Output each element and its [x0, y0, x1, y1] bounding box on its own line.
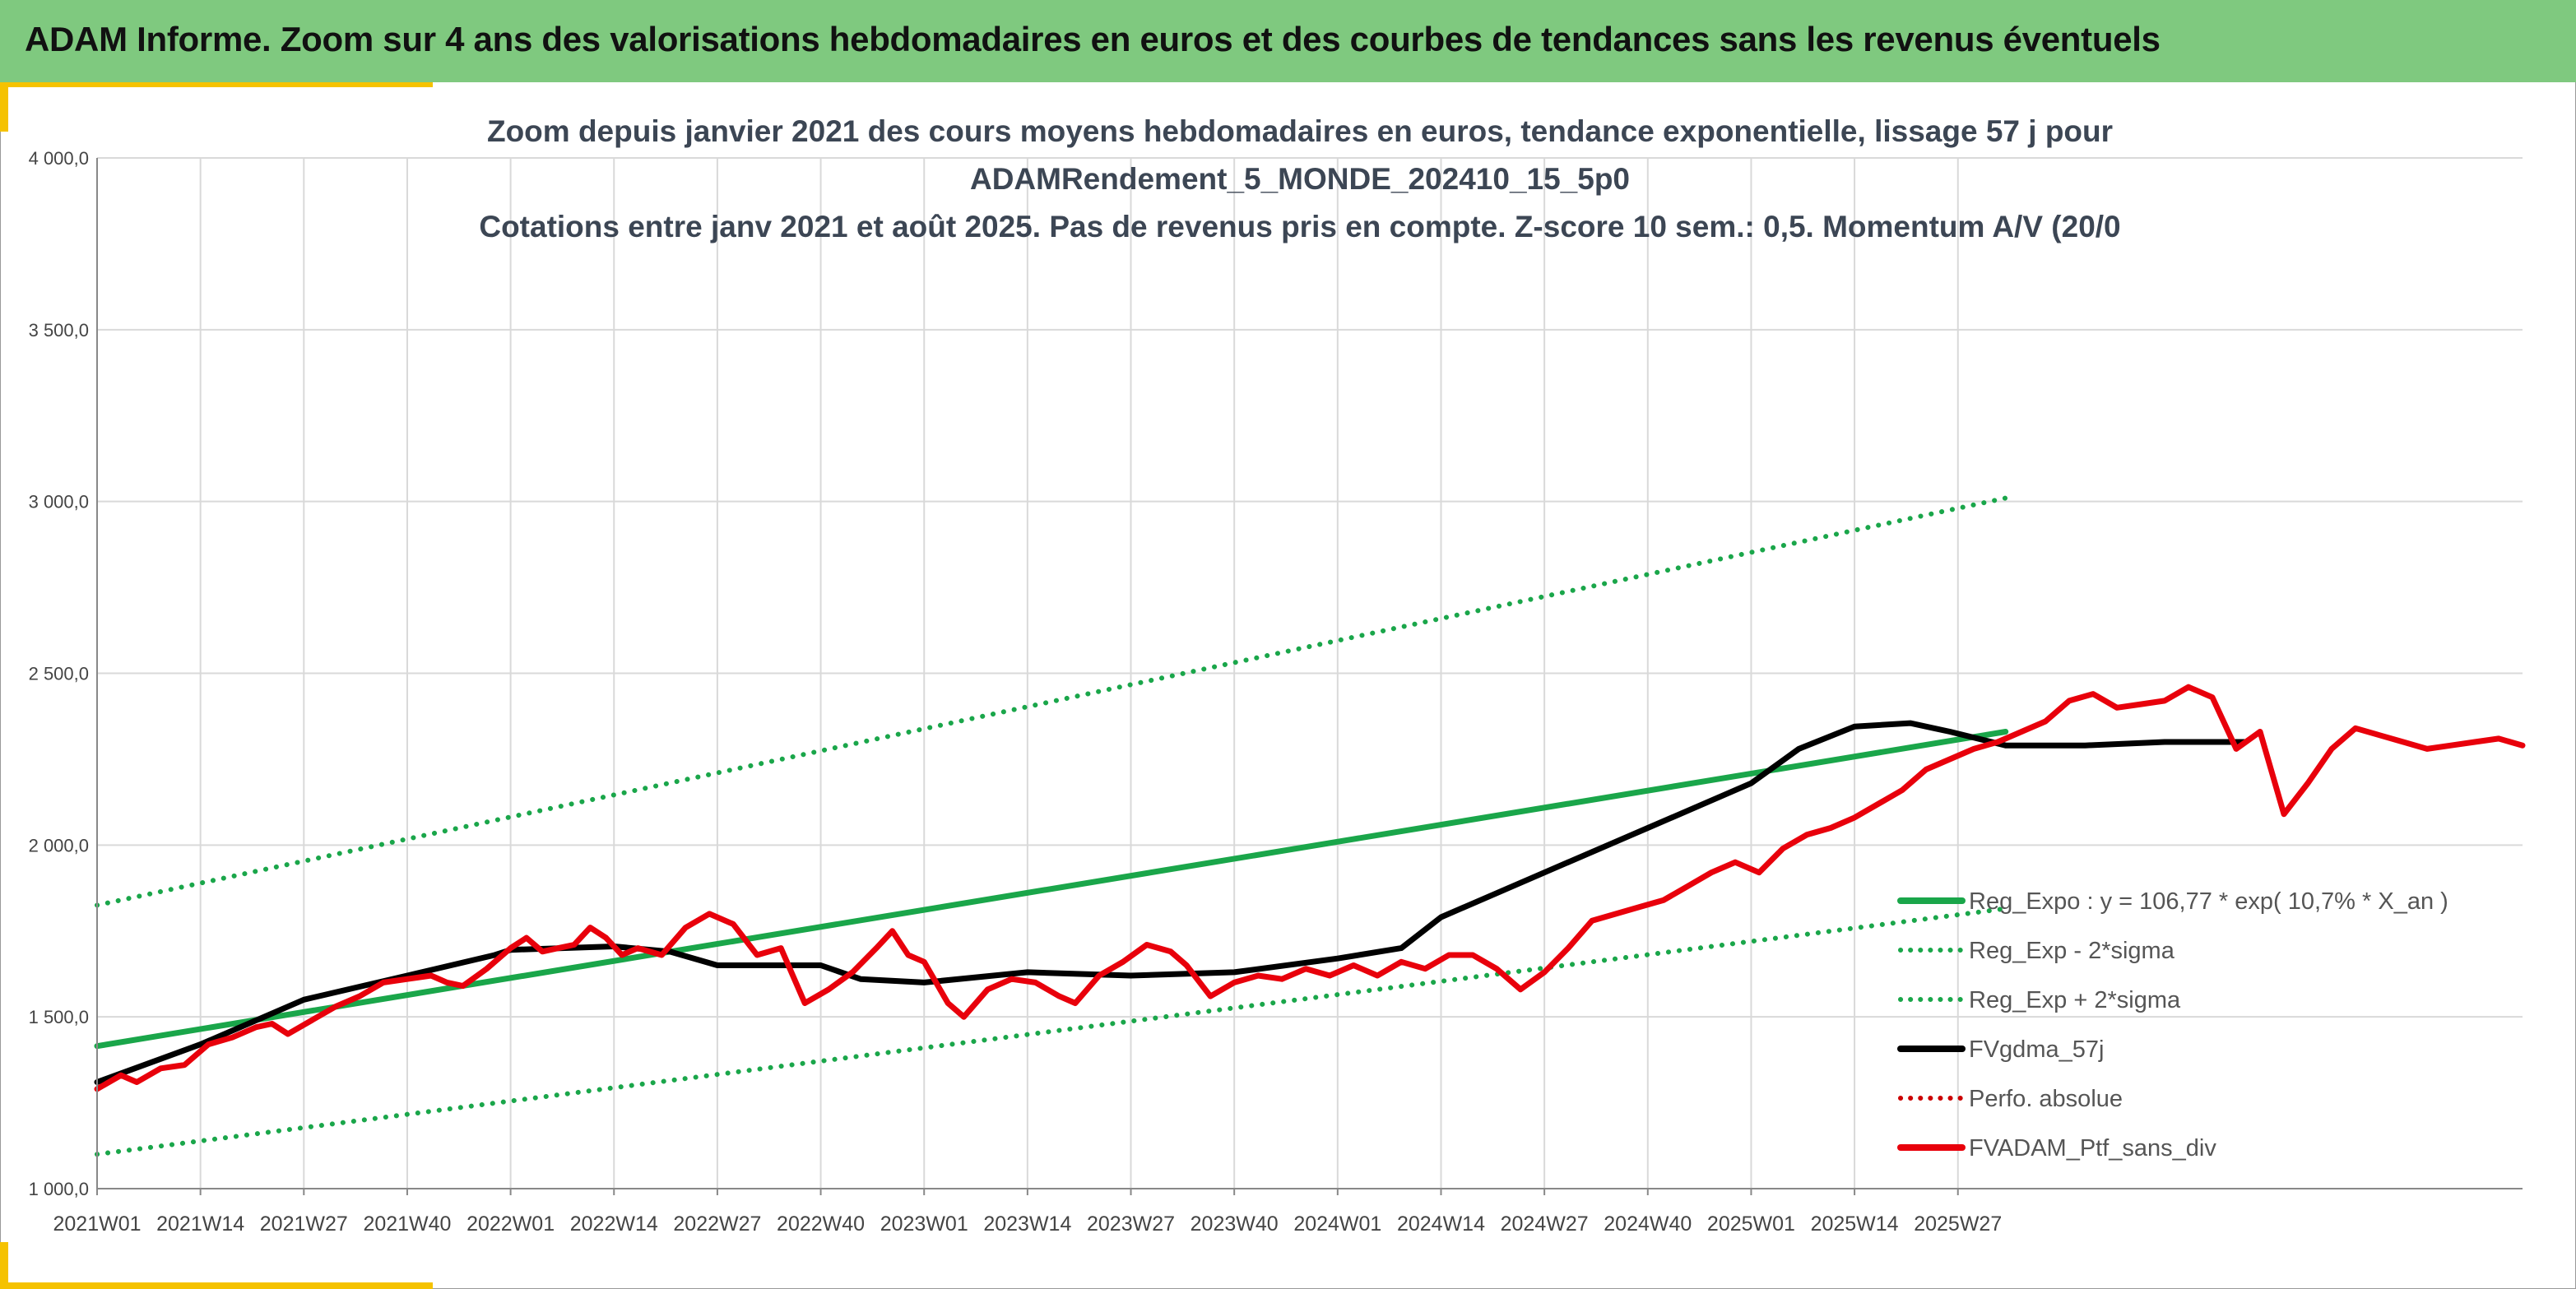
x-tick-label: 2022W27	[673, 1212, 761, 1236]
x-tick-label: 2022W01	[466, 1212, 555, 1236]
y-tick-label: 2 000,0	[29, 835, 89, 855]
x-tick-label: 2021W01	[53, 1212, 141, 1236]
x-tick-label: 2021W27	[260, 1212, 348, 1236]
chart-title-line: Cotations entre janv 2021 et août 2025. …	[479, 210, 2120, 243]
grid	[96, 157, 2523, 1189]
y-tick-label: 3 000,0	[29, 492, 89, 512]
x-tick-label: 2025W27	[1914, 1212, 2002, 1236]
x-tick-label: 2022W14	[570, 1212, 658, 1236]
y-tick-label: 3 500,0	[29, 320, 89, 341]
x-tick-label: 2023W40	[1191, 1212, 1279, 1236]
legend-label: Reg_Exp + 2*sigma	[1969, 987, 2181, 1013]
x-tick-label: 2024W14	[1397, 1212, 1485, 1236]
header-bar: ADAM Informe. Zoom sur 4 ans des valoris…	[0, 0, 2576, 82]
x-tick-label: 2021W40	[363, 1212, 451, 1236]
accent-bar-left-bottom	[0, 1242, 8, 1289]
plot-area	[94, 495, 2526, 1157]
legend-label: FVADAM_Ptf_sans_div	[1969, 1135, 2216, 1161]
accent-bar-bottom	[0, 1282, 433, 1289]
chart-title-line: Zoom depuis janvier 2021 des cours moyen…	[487, 114, 2113, 148]
x-tick-label: 2025W14	[1811, 1212, 1899, 1236]
y-tick-label: 4 000,0	[29, 148, 89, 169]
x-tick-label: 2024W01	[1293, 1212, 1381, 1236]
x-tick-label: 2024W40	[1604, 1212, 1692, 1236]
legend-label: Reg_Exp - 2*sigma	[1969, 938, 2175, 964]
y-tick-label: 1 000,0	[29, 1179, 89, 1199]
header-title: ADAM Informe. Zoom sur 4 ans des valoris…	[25, 20, 2161, 58]
x-tick-label: 2024W27	[1501, 1212, 1589, 1236]
series-line-5	[94, 684, 2526, 1092]
chart-title: Zoom depuis janvier 2021 des cours moyen…	[479, 114, 2120, 243]
legend: Reg_Expo : y = 106,77 * exp( 10,7% * X_a…	[1897, 888, 2448, 1161]
series-line-1	[95, 906, 2008, 1157]
x-tick-label: 2023W01	[880, 1212, 968, 1236]
axes: 1 000,0 1 500,0 2 000,0 2 500,0 3 000,0 3 500…	[29, 148, 2523, 1236]
series-line-0	[94, 729, 2009, 1050]
legend-label: FVgdma_57j	[1969, 1036, 2104, 1063]
legend-label: Perfo. absolue	[1969, 1086, 2123, 1112]
x-tick-label: 2022W40	[777, 1212, 865, 1236]
y-tick-label: 1 500,0	[29, 1007, 89, 1027]
accent-bar-top	[0, 82, 433, 87]
y-tick-label: 2 500,0	[29, 664, 89, 684]
x-tick-label: 2023W14	[983, 1212, 1071, 1236]
legend-label: Reg_Expo : y = 106,77 * exp( 10,7% * X_a…	[1969, 888, 2448, 915]
series-line-2	[95, 495, 2008, 908]
x-tick-label: 2021W14	[156, 1212, 244, 1236]
chart-title-line: ADAMRendement_5_MONDE_202410_15_5p0	[970, 162, 1630, 196]
x-tick-label: 2023W27	[1087, 1212, 1175, 1236]
accent-bar-left-top	[0, 82, 8, 132]
x-tick-label: 2025W01	[1707, 1212, 1795, 1236]
